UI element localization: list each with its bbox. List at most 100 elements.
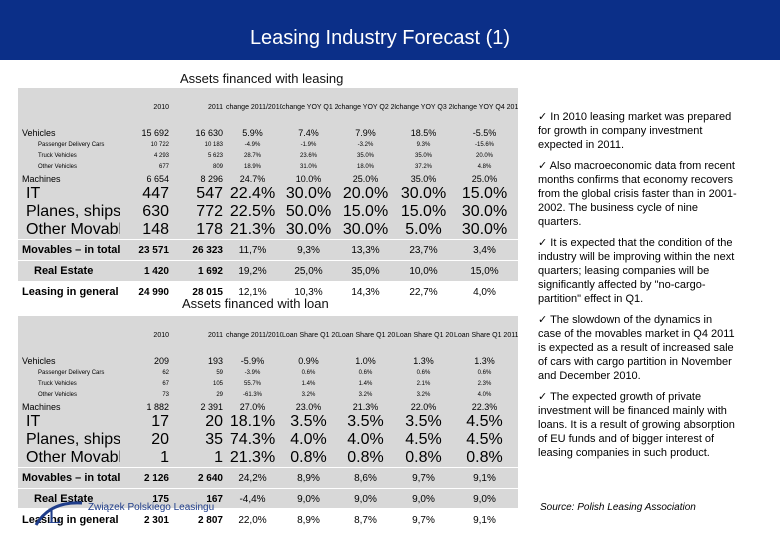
table-cell: 3.5% [290, 413, 327, 430]
header-cell: Loan Share Q1 2011 [338, 331, 396, 339]
total-cell: 9,0% [454, 488, 518, 510]
table-cell: 35.0% [410, 173, 437, 184]
leasing-table: 2010 2011 change 2011/2010 change YOY Q1… [18, 88, 518, 303]
total-cell: 2 807 [172, 509, 226, 531]
table-cell: 772 [196, 203, 223, 220]
table-cell: 0.9% [298, 355, 319, 366]
total-cell: 28 015 [172, 281, 226, 303]
total-cell: 24 990 [120, 281, 172, 303]
table-cell: 0.8% [405, 449, 442, 466]
table-cell: 30.0% [342, 221, 389, 238]
total-label: Movables – in total [18, 467, 120, 489]
row-label: Other Movables [26, 449, 120, 466]
leasing-section-title: Assets financed with leasing [180, 71, 344, 86]
table-cell: 35.0% [414, 152, 432, 159]
total-cell: 35,0% [338, 260, 396, 282]
total-row: Leasing in general 2 301 2 807 22,0% 8,9% 8,7… [18, 509, 518, 531]
table-cell: 1 882 [146, 401, 169, 412]
table-cell: 29 [216, 391, 223, 398]
row-label: Other Vehicles [38, 391, 78, 398]
row-label: Other Vehicles [38, 163, 78, 170]
loan-table: 2010 2011 change 2011/2010 Loan Share Q1… [18, 316, 518, 531]
table-row: Other Vehicles 677 809 18.9% 31.0% 18.0% 37.2%… [18, 161, 518, 172]
row-label: Passenger Delivery Cars [38, 369, 105, 376]
row-label: Planes, ships, railway [26, 431, 120, 448]
checkmark-icon: ✓ [538, 314, 548, 326]
checkmark-icon: ✓ [538, 160, 548, 172]
table-cell: 67 [162, 380, 169, 387]
table-cell: 0.6% [301, 369, 316, 376]
table-row: Truck Vehicles 67 105 55.7% 1.4% 1.4% 2.1% 2.3% [18, 378, 518, 389]
table-cell: 74.3% [229, 431, 276, 448]
table-row: Other Movables 148 178 21.3% 30.0% 30.0% 5.0% 3… [18, 221, 518, 240]
total-row: Leasing in general 24 990 28 015 12,1% 10,3%… [18, 281, 518, 303]
table-cell: 5.9% [242, 127, 263, 138]
total-row: Real Estate 1 420 1 692 19,2% 25,0% 35,0% 10,0… [18, 260, 518, 282]
header-cell: 2010 [153, 103, 169, 111]
title-bar: Leasing Industry Forecast (1) [0, 0, 780, 72]
row-label: Other Movables [26, 221, 120, 238]
table-cell: 23.6% [299, 152, 317, 159]
table-cell: 37.2% [414, 163, 432, 170]
table-cell: 55.7% [243, 380, 261, 387]
table-cell: 1.3% [413, 355, 434, 366]
total-cell: 13,3% [338, 239, 396, 261]
table-cell: 193 [207, 355, 223, 366]
title-divider [0, 60, 780, 72]
table-row: Planes, ships, railway 20 35 74.3% 4.0% 4.0% 4… [18, 431, 518, 449]
row-label: Machines [22, 173, 61, 184]
source-note: Source: Polish Leasing Association [540, 502, 696, 513]
total-cell: 9,3% [282, 239, 338, 261]
total-cell: 8,9% [282, 467, 338, 489]
table-cell: 73 [162, 391, 169, 398]
table-cell: 35 [205, 431, 223, 448]
table-cell: 20.0% [342, 185, 389, 202]
total-cell: 9,1% [454, 467, 518, 489]
table-cell: 10 183 [204, 141, 223, 148]
table-cell: 25.0% [471, 173, 498, 184]
loan-header-row: 2010 2011 change 2011/2010 Loan Share Q1… [18, 316, 518, 354]
table-cell: 2.1% [416, 380, 431, 387]
row-label: Machines [22, 401, 61, 412]
table-cell: 17 [151, 413, 169, 430]
table-cell: 3.2% [358, 391, 373, 398]
leasing-header-row: 2010 2011 change 2011/2010 change YOY Q1… [18, 88, 518, 126]
header-cell: change 2011/2010 [226, 103, 282, 111]
table-cell: 22.5% [229, 203, 276, 220]
table-row: Machines 6 654 8 296 24.7% 10.0% 25.0% 35.0% 25… [18, 172, 518, 185]
table-cell: 21.3% [229, 449, 276, 466]
table-cell: 0.6% [416, 369, 431, 376]
table-cell: 7.4% [298, 127, 319, 138]
table-row: Passenger Delivery Cars 10 722 10 183 -4.9%… [18, 139, 518, 150]
table-cell: 18.0% [356, 163, 374, 170]
total-cell: 8,9% [282, 509, 338, 531]
association-logo: L [34, 501, 83, 528]
total-cell: 3,4% [454, 239, 518, 261]
total-cell: 2 301 [120, 509, 172, 531]
row-label: Truck Vehicles [38, 152, 77, 159]
table-cell: 30.0% [285, 185, 332, 202]
total-cell: 10,3% [282, 281, 338, 303]
table-cell: 10.0% [295, 173, 322, 184]
header-cell: change YOY Q4 2011 [454, 103, 518, 111]
header-cell: change YOY Q2 2011 [338, 103, 396, 111]
table-cell: 2 391 [200, 401, 223, 412]
table-cell: 4.0% [290, 431, 327, 448]
table-cell: -3.2% [357, 141, 374, 148]
table-row: IT 17 20 18.1% 3.5% 3.5% 3.5% 4.5% [18, 413, 518, 431]
table-cell: -1.9% [300, 141, 317, 148]
row-label: Truck Vehicles [38, 380, 77, 387]
total-row: Real Estate 175 167 -4,4% 9,0% 9,0% 9,0% 9,0% [18, 488, 518, 510]
table-cell: 3.5% [405, 413, 442, 430]
table-cell: 24.7% [239, 173, 266, 184]
header-cell: change 2011/2010 [226, 331, 282, 339]
table-cell: 35.0% [356, 152, 374, 159]
table-cell: 30.0% [461, 221, 508, 238]
table-cell: 8 296 [200, 173, 223, 184]
total-cell: 4,0% [454, 281, 518, 303]
table-cell: 30.0% [285, 221, 332, 238]
table-cell: 7.9% [355, 127, 376, 138]
row-label: Vehicles [22, 355, 56, 366]
total-label: Leasing in general [18, 281, 120, 303]
table-cell: 18.5% [410, 127, 437, 138]
